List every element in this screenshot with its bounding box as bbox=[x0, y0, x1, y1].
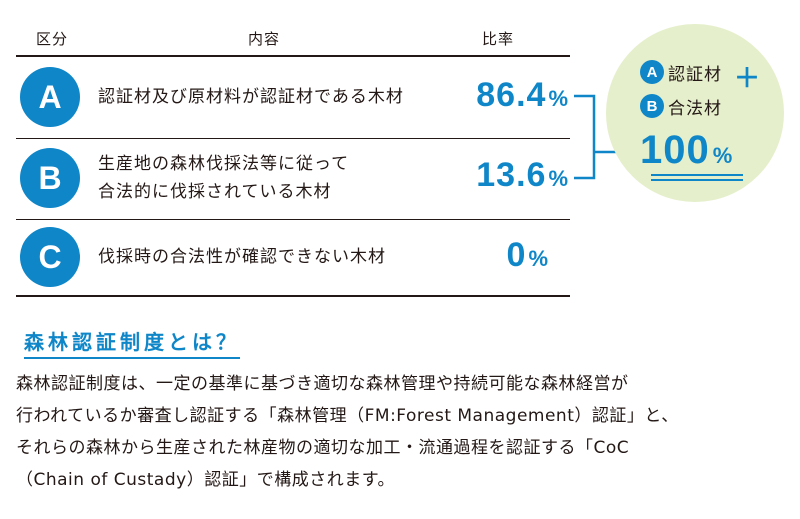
row-a-description: 認証材及び原材料が認証材である木材 bbox=[98, 83, 404, 111]
table-rule-bottom bbox=[16, 295, 570, 297]
row-c-description-line: 伐採時の合法性が確認できない木材 bbox=[98, 247, 386, 267]
header-category: 区分 bbox=[36, 30, 69, 48]
row-b-ratio-value: 13.6 bbox=[476, 156, 547, 194]
section-title: 森林認証制度とは？ bbox=[24, 326, 240, 359]
paragraph-line: 行われているか審査し認証する「森林管理（FM:Forest Management… bbox=[16, 406, 679, 426]
row-c-description: 伐採時の合法性が確認できない木材 bbox=[98, 243, 386, 271]
paragraph-line: 森林認証制度は、一定の基準に基づき適切な森林管理や持続可能な森林経営が bbox=[16, 374, 629, 394]
row-a-ratio-value: 86.4 bbox=[476, 76, 547, 114]
row-a-letter-badge: A bbox=[20, 67, 80, 127]
row-c-letter-badge: C bbox=[20, 227, 80, 287]
row-b-description-line-2: 合法的に伐採されている木材 bbox=[98, 182, 332, 202]
summary-a-text: 認証材 bbox=[668, 65, 722, 85]
row-a-ratio: 86.4 % bbox=[418, 76, 568, 115]
header-content: 内容 bbox=[248, 30, 281, 48]
table-rule-2 bbox=[16, 219, 570, 220]
row-b-letter-badge: B bbox=[20, 148, 80, 208]
paragraph-line: それらの森林から生産された林産物の適切な加工・流通過程を認証する「CoC bbox=[16, 438, 630, 458]
plus-icon: ＋ bbox=[734, 63, 761, 93]
summary-b-text: 合法材 bbox=[668, 99, 722, 119]
section-paragraph: 森林認証制度は、一定の基準に基づき適切な森林管理や持続可能な森林経営が 行われて… bbox=[16, 368, 788, 496]
summary-total-value: 100 bbox=[640, 128, 710, 172]
table-rule-top bbox=[16, 55, 570, 57]
row-b-ratio: 13.6 % bbox=[418, 156, 568, 195]
total-underline-2 bbox=[651, 179, 743, 181]
row-b-ratio-unit: % bbox=[548, 166, 568, 191]
row-b-description-line-1: 生産地の森林伐採法等に従って bbox=[98, 154, 350, 174]
row-c-ratio-value: 0 bbox=[506, 236, 527, 274]
bracket-line bbox=[574, 94, 596, 180]
summary-circle bbox=[606, 24, 784, 202]
summary-a-badge: A bbox=[640, 60, 664, 84]
row-c-ratio-unit: % bbox=[528, 246, 548, 271]
total-underline-1 bbox=[651, 174, 743, 176]
summary-total-unit: % bbox=[712, 143, 733, 168]
paragraph-line: （Chain of Custady）認証」で構成されます。 bbox=[16, 470, 395, 490]
summary-b-badge: B bbox=[640, 94, 664, 118]
table-rule-1 bbox=[16, 138, 570, 139]
summary-total: 100 % bbox=[640, 128, 732, 173]
row-a-description-line: 認証材及び原材料が認証材である木材 bbox=[98, 87, 404, 107]
row-a-ratio-unit: % bbox=[548, 86, 568, 111]
header-ratio: 比率 bbox=[482, 30, 515, 48]
row-b-description: 生産地の森林伐採法等に従って 合法的に伐採されている木材 bbox=[98, 150, 349, 206]
row-c-ratio: 0 % bbox=[418, 236, 548, 275]
